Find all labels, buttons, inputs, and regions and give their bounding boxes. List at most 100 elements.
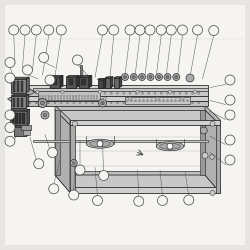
Circle shape xyxy=(198,102,200,104)
Circle shape xyxy=(90,95,92,97)
Circle shape xyxy=(210,121,215,126)
Polygon shape xyxy=(66,76,79,77)
Circle shape xyxy=(5,110,15,120)
Polygon shape xyxy=(25,85,208,90)
Polygon shape xyxy=(11,94,29,96)
Bar xyxy=(18,113,21,124)
Polygon shape xyxy=(26,77,29,92)
Circle shape xyxy=(192,102,193,104)
Circle shape xyxy=(202,152,208,158)
Polygon shape xyxy=(76,76,79,88)
Circle shape xyxy=(123,102,124,104)
Circle shape xyxy=(66,95,68,97)
Circle shape xyxy=(98,90,102,93)
Circle shape xyxy=(34,159,44,169)
Bar xyxy=(16,98,19,106)
Circle shape xyxy=(209,26,219,36)
Circle shape xyxy=(29,102,31,104)
Polygon shape xyxy=(114,77,122,78)
Circle shape xyxy=(146,100,148,102)
Circle shape xyxy=(210,190,215,196)
Circle shape xyxy=(69,95,71,97)
Circle shape xyxy=(75,165,85,175)
Circle shape xyxy=(56,25,66,35)
Circle shape xyxy=(92,92,94,94)
Polygon shape xyxy=(105,77,113,78)
Circle shape xyxy=(145,25,155,35)
Bar xyxy=(81,79,86,85)
Circle shape xyxy=(138,100,140,102)
Circle shape xyxy=(93,98,95,99)
Circle shape xyxy=(85,92,87,94)
Polygon shape xyxy=(14,126,29,127)
Polygon shape xyxy=(110,77,113,88)
Polygon shape xyxy=(79,76,92,77)
Polygon shape xyxy=(216,125,220,192)
Circle shape xyxy=(72,121,78,126)
Circle shape xyxy=(54,95,56,97)
Circle shape xyxy=(74,97,76,100)
Circle shape xyxy=(70,160,77,166)
Circle shape xyxy=(166,100,168,102)
Circle shape xyxy=(60,98,62,99)
Circle shape xyxy=(124,76,126,78)
Polygon shape xyxy=(11,96,26,108)
Circle shape xyxy=(156,25,166,35)
Circle shape xyxy=(181,97,184,100)
Circle shape xyxy=(129,92,131,94)
Circle shape xyxy=(130,100,132,102)
Circle shape xyxy=(168,90,172,93)
Polygon shape xyxy=(60,76,63,88)
Circle shape xyxy=(173,102,174,104)
Circle shape xyxy=(110,102,112,104)
Circle shape xyxy=(104,102,106,104)
Circle shape xyxy=(128,97,132,100)
Circle shape xyxy=(78,95,80,97)
Circle shape xyxy=(51,98,53,99)
Polygon shape xyxy=(26,126,29,136)
Circle shape xyxy=(35,92,37,94)
Circle shape xyxy=(81,95,83,97)
Polygon shape xyxy=(205,106,220,125)
Circle shape xyxy=(149,76,152,78)
Circle shape xyxy=(81,98,83,99)
Circle shape xyxy=(179,102,181,104)
Circle shape xyxy=(117,102,118,104)
Ellipse shape xyxy=(90,141,110,147)
Circle shape xyxy=(45,75,55,85)
Circle shape xyxy=(29,92,31,94)
Circle shape xyxy=(54,92,56,94)
Circle shape xyxy=(138,74,145,80)
Circle shape xyxy=(198,92,200,94)
Circle shape xyxy=(158,76,160,78)
Circle shape xyxy=(97,141,103,147)
Polygon shape xyxy=(55,106,205,110)
Polygon shape xyxy=(114,78,119,88)
Circle shape xyxy=(225,75,235,85)
Circle shape xyxy=(160,102,162,104)
Circle shape xyxy=(178,25,188,35)
Circle shape xyxy=(78,98,80,99)
Bar xyxy=(52,79,57,85)
Circle shape xyxy=(66,92,68,94)
Polygon shape xyxy=(25,90,208,96)
Bar xyxy=(80,65,82,84)
Circle shape xyxy=(98,25,108,35)
Circle shape xyxy=(167,102,168,104)
Circle shape xyxy=(158,100,160,102)
Polygon shape xyxy=(66,77,76,88)
Circle shape xyxy=(5,73,15,83)
Circle shape xyxy=(69,190,79,200)
Circle shape xyxy=(167,143,173,149)
Polygon shape xyxy=(50,77,60,88)
Bar xyxy=(21,124,31,130)
Circle shape xyxy=(135,25,145,35)
Circle shape xyxy=(48,148,58,158)
Polygon shape xyxy=(70,120,220,125)
Circle shape xyxy=(84,98,86,99)
Circle shape xyxy=(154,102,156,104)
Polygon shape xyxy=(205,110,220,192)
Circle shape xyxy=(99,170,109,180)
Circle shape xyxy=(93,95,95,97)
Circle shape xyxy=(140,76,143,78)
